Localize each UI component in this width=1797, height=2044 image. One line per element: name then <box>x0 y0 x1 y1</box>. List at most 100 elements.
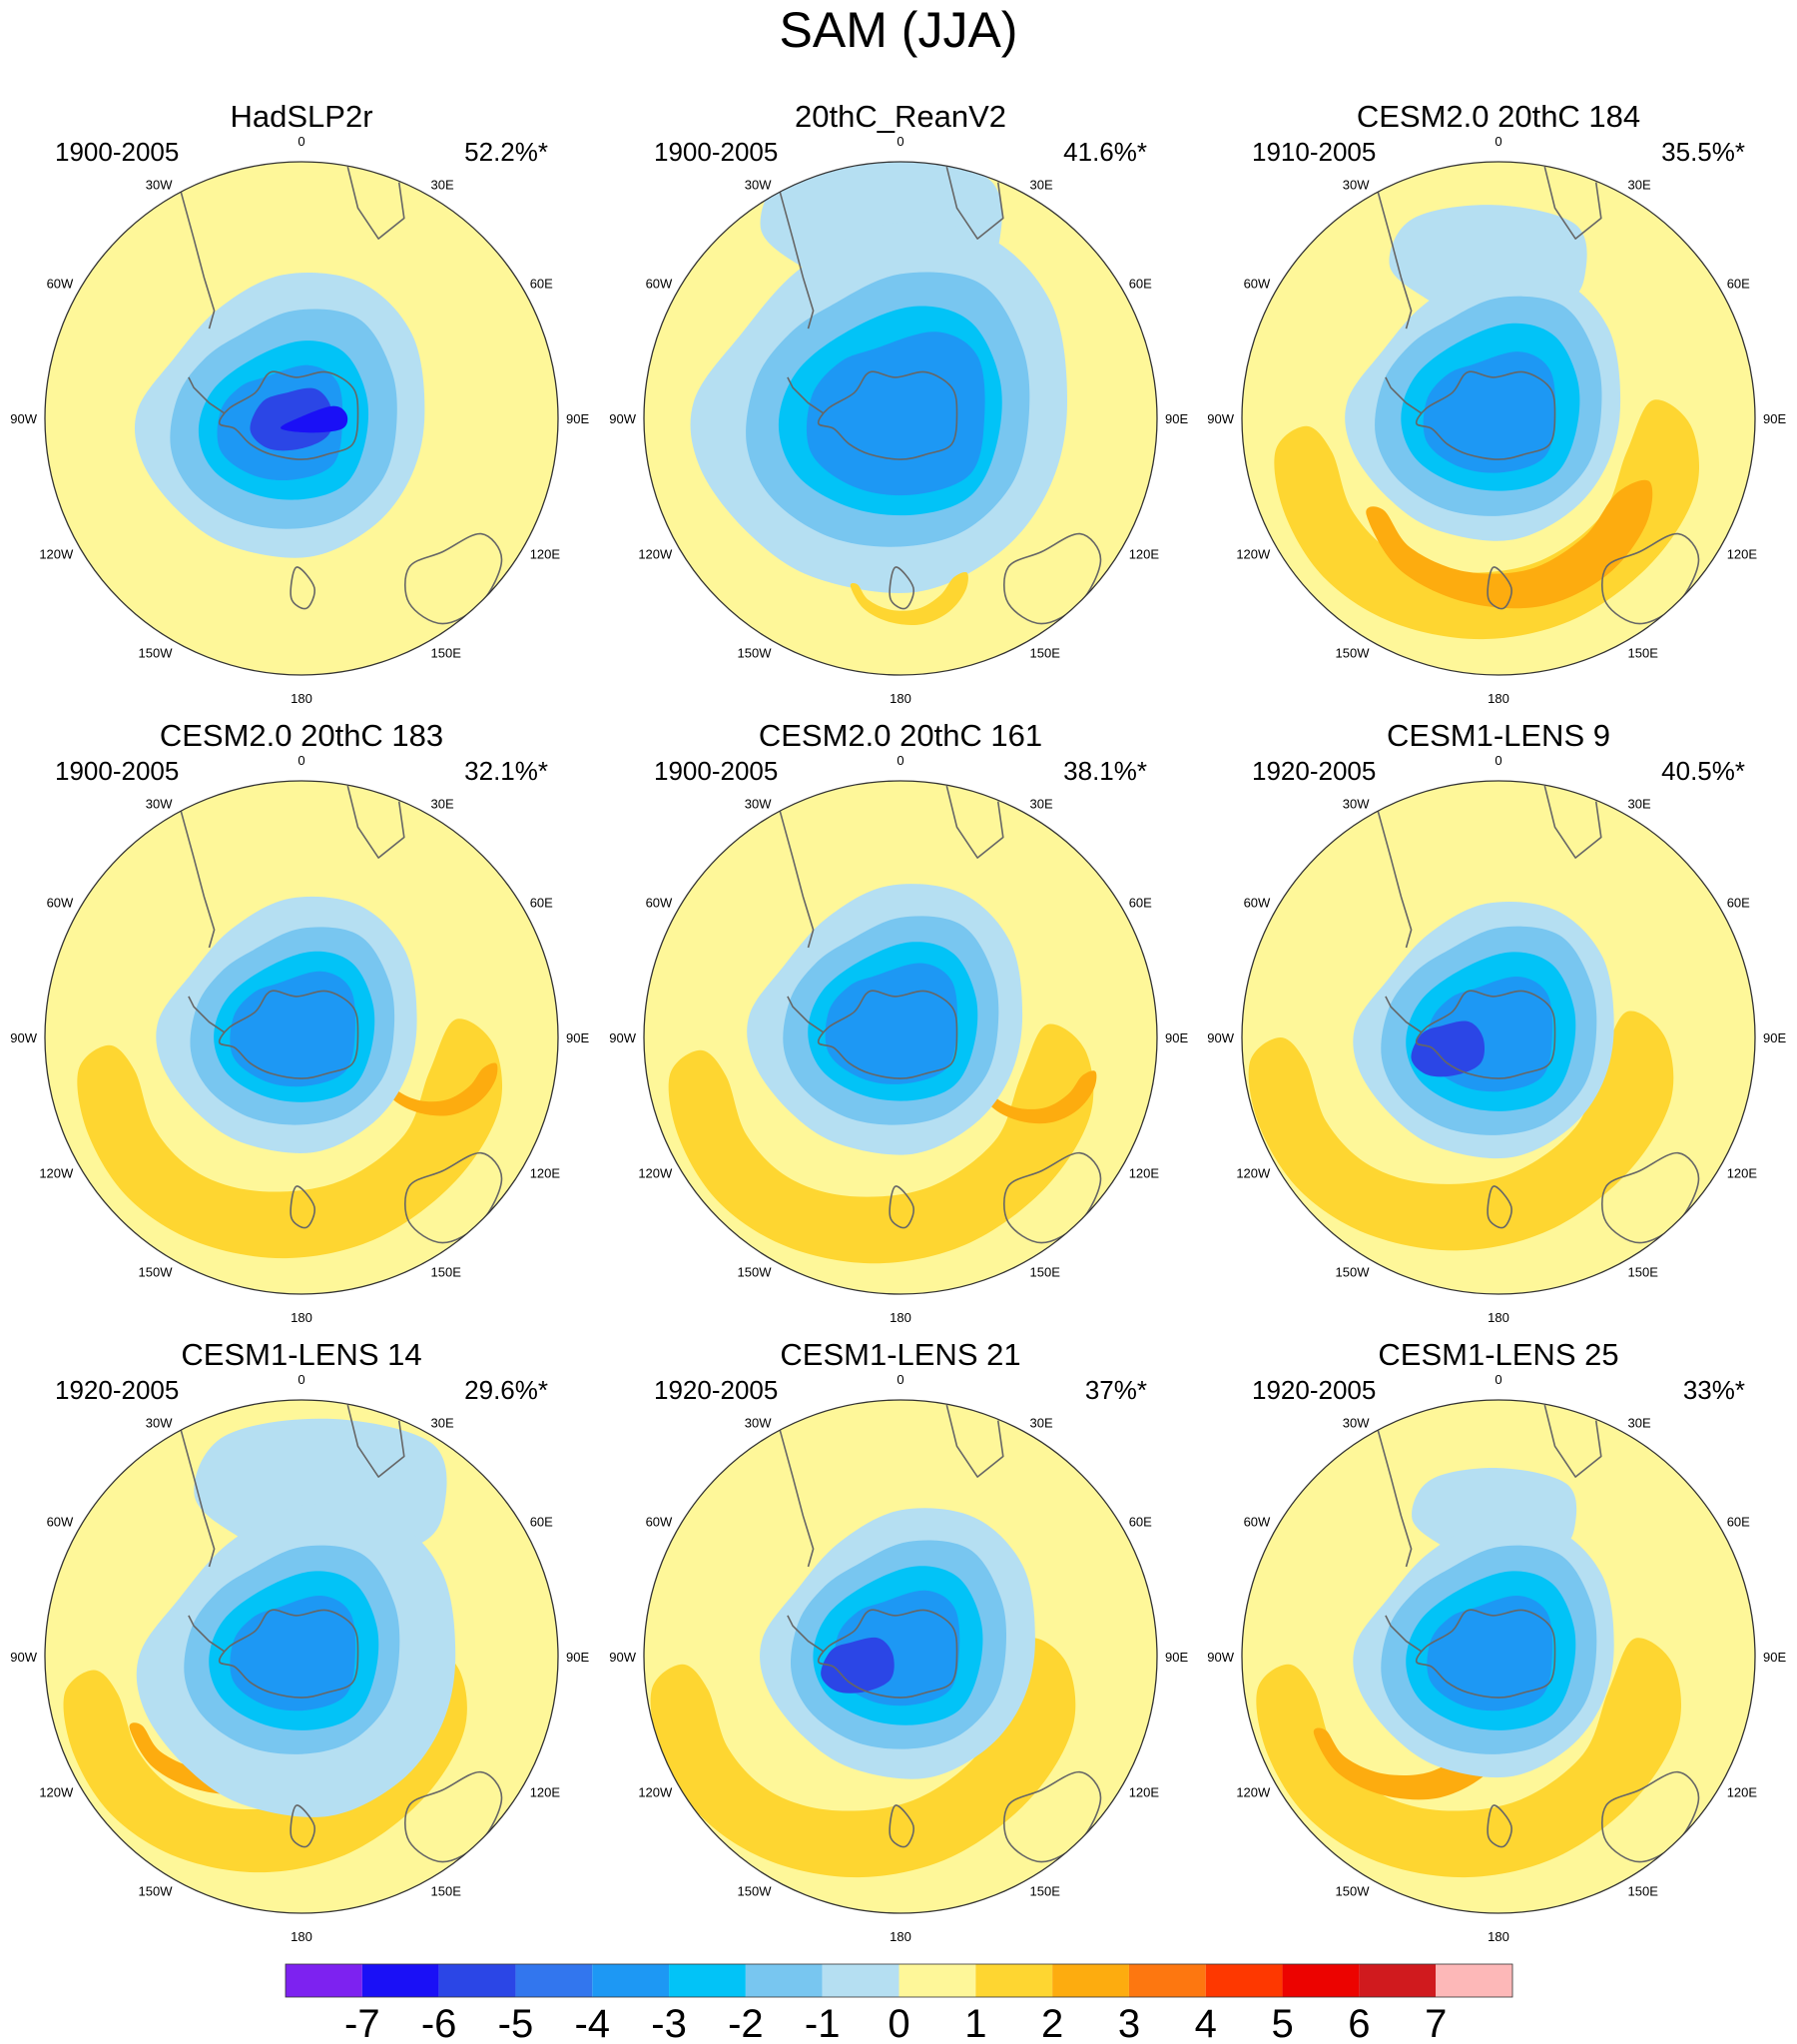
longitude-label: 150E <box>431 646 462 661</box>
map-field <box>1242 1400 1755 1913</box>
coastline <box>787 1615 825 1653</box>
longitude-label: 150E <box>1030 646 1061 661</box>
coastline <box>218 990 359 1079</box>
contour-region <box>978 1070 1097 1124</box>
coastline <box>945 785 1004 859</box>
coastline <box>188 1615 226 1653</box>
coastline <box>1415 990 1556 1079</box>
map-panel: 20thC_ReanV2 1900-2005 41.6%* 0 30E 60E 90E 120… <box>609 99 1188 706</box>
longitude-label: 60E <box>1129 1515 1152 1530</box>
longitude-label: 30E <box>1628 1415 1651 1430</box>
coastline <box>776 801 815 949</box>
coastline <box>188 376 226 414</box>
longitude-label: 90E <box>566 1650 589 1665</box>
panel-title: HadSLP2r <box>230 99 372 134</box>
coastline <box>787 996 825 1033</box>
coastline <box>945 1404 1004 1478</box>
panel-period: 1900-2005 <box>55 137 179 167</box>
panel-variance: 38.1%* <box>1063 756 1147 786</box>
longitude-label: 30E <box>1030 1415 1053 1430</box>
map-field <box>644 162 1157 675</box>
coastline <box>218 370 359 460</box>
longitude-label: 90W <box>10 411 37 426</box>
colorbar-segment <box>975 1964 1053 1997</box>
contour-region <box>63 1645 467 1873</box>
panel-variance: 37%* <box>1085 1375 1147 1405</box>
panel-period: 1920-2005 <box>1252 756 1376 786</box>
longitude-label: 60W <box>1244 277 1271 292</box>
colorbar-label: 0 <box>888 2002 909 2044</box>
longitude-label: 30W <box>146 177 173 192</box>
colorbar-label: 4 <box>1195 2002 1217 2044</box>
longitude-label: 90W <box>1207 1650 1234 1665</box>
map-field <box>644 781 1157 1294</box>
panel-variance: 41.6%* <box>1063 137 1147 167</box>
coastline <box>290 566 316 610</box>
longitude-label: 120W <box>1236 1166 1271 1181</box>
coastline <box>403 532 503 625</box>
longitude-label: 120E <box>1129 1785 1160 1800</box>
longitude-label: 30W <box>745 177 772 192</box>
longitude-label: 90E <box>1165 1650 1188 1665</box>
colorbar-label: -6 <box>421 2002 457 2044</box>
contour-region <box>1313 1708 1516 1800</box>
panel-title: CESM1-LENS 21 <box>780 1337 1020 1372</box>
longitude-label: 0 <box>897 1372 903 1387</box>
map-boundary <box>1241 1399 1756 1914</box>
longitude-label: 120W <box>638 1785 673 1800</box>
longitude-label: 30E <box>1628 177 1651 192</box>
coastline <box>1600 532 1700 625</box>
contour-region <box>1366 479 1653 609</box>
longitude-label: 120W <box>638 1166 673 1181</box>
coastline <box>1600 1770 1700 1863</box>
longitude-label: 150E <box>1628 1884 1659 1899</box>
panel-title: CESM1-LENS 25 <box>1378 1337 1618 1372</box>
longitude-label: 30E <box>1030 796 1053 811</box>
contour-region <box>250 387 333 451</box>
colorbar-label: -2 <box>728 2002 764 2044</box>
longitude-label: 90E <box>566 411 589 426</box>
longitude-label: 150W <box>139 1265 174 1280</box>
contour-region <box>821 1637 895 1694</box>
coastline <box>776 182 815 330</box>
longitude-label: 30E <box>431 796 454 811</box>
longitude-label: 180 <box>291 691 312 706</box>
map-boundary <box>44 780 559 1295</box>
colorbar-label: 5 <box>1271 2002 1293 2044</box>
contour-region <box>1423 351 1555 473</box>
coastline <box>776 1420 815 1568</box>
coastline <box>1487 1185 1512 1229</box>
longitude-label: 120E <box>1727 1785 1758 1800</box>
longitude-label: 150W <box>738 1265 773 1280</box>
colorbar-segment <box>898 1964 976 1997</box>
colorbar-label: 6 <box>1348 2002 1370 2044</box>
longitude-label: 150E <box>431 1265 462 1280</box>
panel-variance: 40.5%* <box>1661 756 1745 786</box>
longitude-label: 120E <box>1129 1166 1160 1181</box>
panel-period: 1900-2005 <box>55 756 179 786</box>
figure-title: SAM (JJA) <box>780 2 1018 58</box>
colorbar-label: -7 <box>344 2002 380 2044</box>
coastline <box>889 566 915 610</box>
longitude-label: 120E <box>1727 547 1758 562</box>
coastline <box>1002 532 1102 625</box>
longitude-label: 60E <box>530 277 553 292</box>
coastline <box>817 990 958 1079</box>
contour-region <box>1411 1021 1486 1077</box>
longitude-label: 120W <box>39 1785 74 1800</box>
longitude-label: 90W <box>609 411 636 426</box>
colorbar-label: 1 <box>964 2002 986 2044</box>
coastline <box>787 376 825 414</box>
longitude-label: 90E <box>1165 1030 1188 1045</box>
longitude-label: 30W <box>146 1415 173 1430</box>
longitude-label: 60W <box>47 1515 74 1530</box>
panel-period: 1910-2005 <box>1252 137 1376 167</box>
colorbar-segment <box>286 1964 362 1997</box>
coastline <box>1002 1151 1102 1244</box>
longitude-label: 30W <box>745 1415 772 1430</box>
map-panel: HadSLP2r 1900-2005 52.2%* 0 30E 60E 90E 120E 150… <box>10 99 589 706</box>
longitude-label: 150E <box>431 1884 462 1899</box>
